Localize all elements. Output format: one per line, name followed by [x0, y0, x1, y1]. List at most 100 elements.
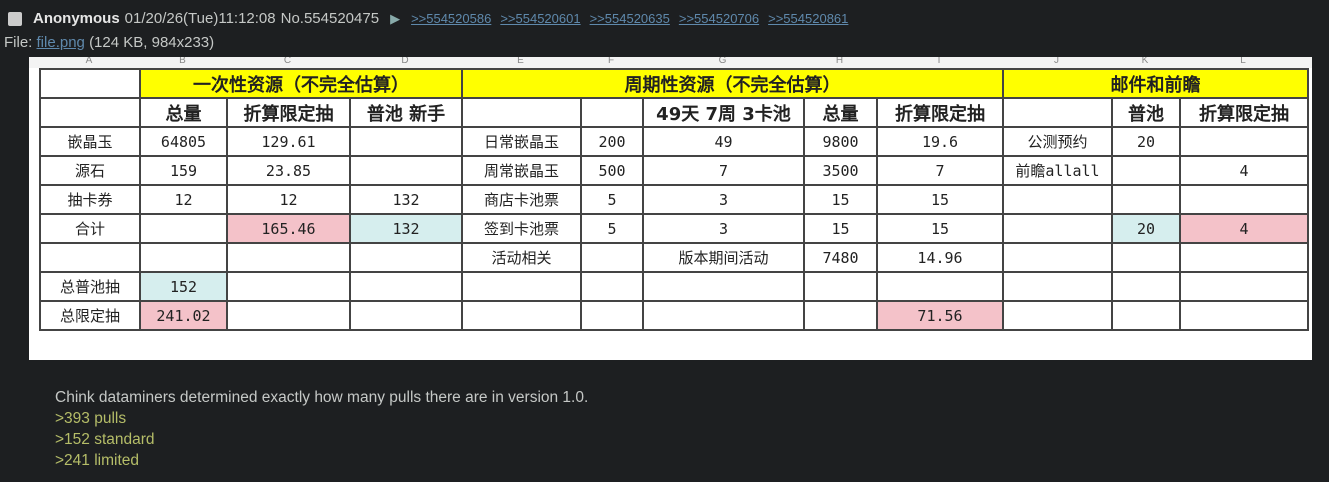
cell[interactable]: 19.6 — [876, 126, 1004, 157]
column-letter[interactable]: C — [283, 57, 292, 66]
cell[interactable] — [876, 271, 1004, 302]
cell[interactable]: 159 — [139, 155, 228, 186]
cell[interactable] — [461, 97, 582, 128]
cell[interactable]: 公测预约 — [1002, 126, 1113, 157]
cell[interactable] — [1179, 242, 1309, 273]
cell[interactable]: 15 — [803, 213, 878, 244]
cell[interactable]: 132 — [349, 184, 463, 215]
cell[interactable] — [349, 300, 463, 331]
cell[interactable] — [1111, 184, 1181, 215]
cell[interactable]: 折算限定抽 — [1179, 97, 1309, 128]
attached-image[interactable]: A B C D E F G H I J K L 一次性资源（不完全估算） 周期性资源（不完全估算） 邮… — [29, 57, 1312, 360]
cell[interactable]: 14.96 — [876, 242, 1004, 273]
cell[interactable]: 合计 — [39, 213, 141, 244]
cell[interactable] — [1179, 271, 1309, 302]
cell[interactable] — [1002, 271, 1113, 302]
cell[interactable]: 12 — [226, 184, 351, 215]
cell[interactable] — [1002, 300, 1113, 331]
cell[interactable] — [580, 300, 644, 331]
cell[interactable]: 总限定抽 — [39, 300, 141, 331]
cell[interactable]: 周常嵌晶玉 — [461, 155, 582, 186]
menu-triangle-icon[interactable]: ▶ — [390, 10, 401, 26]
cell[interactable]: 商店卡池票 — [461, 184, 582, 215]
cell[interactable] — [349, 242, 463, 273]
cell[interactable] — [1179, 184, 1309, 215]
cell[interactable]: 7 — [642, 155, 805, 186]
cell[interactable] — [803, 300, 878, 331]
cell[interactable]: 折算限定抽 — [876, 97, 1004, 128]
cell[interactable] — [1002, 184, 1113, 215]
post-number[interactable]: No.554520475 — [280, 10, 380, 27]
cell[interactable] — [1111, 300, 1181, 331]
cell[interactable]: 129.61 — [226, 126, 351, 157]
cell[interactable]: 71.56 — [876, 300, 1004, 331]
cell[interactable]: 132 — [349, 213, 463, 244]
cell[interactable] — [139, 213, 228, 244]
cell[interactable]: 15 — [876, 184, 1004, 215]
cell[interactable]: 日常嵌晶玉 — [461, 126, 582, 157]
cell[interactable]: 3500 — [803, 155, 878, 186]
cell[interactable] — [349, 155, 463, 186]
cell[interactable] — [803, 271, 878, 302]
post-checkbox[interactable] — [8, 11, 22, 26]
cell[interactable]: 7 — [876, 155, 1004, 186]
cell[interactable]: 5 — [580, 213, 644, 244]
column-letter[interactable]: A — [85, 57, 93, 66]
cell[interactable] — [39, 242, 141, 273]
cell[interactable]: 9800 — [803, 126, 878, 157]
cell[interactable]: 49 — [642, 126, 805, 157]
reply-link[interactable]: >>554520635 — [589, 11, 670, 26]
column-letter[interactable]: H — [835, 57, 844, 66]
cell[interactable] — [349, 271, 463, 302]
cell[interactable]: 20 — [1111, 213, 1181, 244]
column-letter[interactable]: D — [401, 57, 409, 66]
cell[interactable]: 版本期间活动 — [642, 242, 805, 273]
cell[interactable] — [1111, 271, 1181, 302]
cell[interactable] — [1179, 126, 1309, 157]
cell[interactable] — [580, 271, 644, 302]
cell[interactable] — [642, 271, 805, 302]
cell[interactable]: 165.46 — [226, 213, 351, 244]
cell[interactable]: 152 — [139, 271, 228, 302]
cell[interactable] — [580, 242, 644, 273]
cell[interactable]: 4 — [1179, 213, 1309, 244]
cell[interactable]: 20 — [1111, 126, 1181, 157]
cell[interactable]: 总量 — [803, 97, 878, 128]
cell[interactable]: 签到卡池票 — [461, 213, 582, 244]
reply-link[interactable]: >>554520601 — [500, 11, 581, 26]
cell[interactable] — [1179, 300, 1309, 331]
cell[interactable]: 23.85 — [226, 155, 351, 186]
cell[interactable]: 嵌晶玉 — [39, 126, 141, 157]
cell[interactable] — [1002, 97, 1113, 128]
cell[interactable]: 49天 7周 3卡池 — [642, 97, 805, 128]
cell[interactable] — [461, 300, 582, 331]
column-letter[interactable]: F — [607, 57, 615, 66]
cell[interactable]: 总量 — [139, 97, 228, 128]
cell[interactable]: 5 — [580, 184, 644, 215]
column-letter[interactable]: K — [1141, 57, 1149, 66]
cell[interactable] — [1111, 155, 1181, 186]
reply-link[interactable]: >>554520706 — [678, 11, 760, 26]
cell[interactable]: 抽卡券 — [39, 184, 141, 215]
cell[interactable]: 普池 — [1111, 97, 1181, 128]
reply-link[interactable]: >>554520586 — [411, 11, 492, 26]
cell[interactable]: 15 — [803, 184, 878, 215]
column-letter[interactable]: I — [937, 57, 941, 66]
cell[interactable]: 3 — [642, 184, 805, 215]
cell[interactable] — [1002, 242, 1113, 273]
cell[interactable] — [139, 242, 228, 273]
cell[interactable]: 前瞻allall — [1002, 155, 1113, 186]
cell[interactable]: 源石 — [39, 155, 141, 186]
cell[interactable] — [349, 126, 463, 157]
reply-link[interactable]: >>554520861 — [768, 11, 849, 26]
cell[interactable]: 4 — [1179, 155, 1309, 186]
cell[interactable] — [580, 97, 644, 128]
cell[interactable]: 500 — [580, 155, 644, 186]
cell[interactable]: 12 — [139, 184, 228, 215]
column-letter[interactable]: J — [1054, 57, 1059, 66]
cell[interactable] — [1111, 242, 1181, 273]
file-link[interactable]: file.png — [36, 34, 85, 51]
cell[interactable]: 15 — [876, 213, 1004, 244]
cell[interactable] — [1002, 213, 1113, 244]
column-letter[interactable]: L — [1240, 57, 1246, 66]
